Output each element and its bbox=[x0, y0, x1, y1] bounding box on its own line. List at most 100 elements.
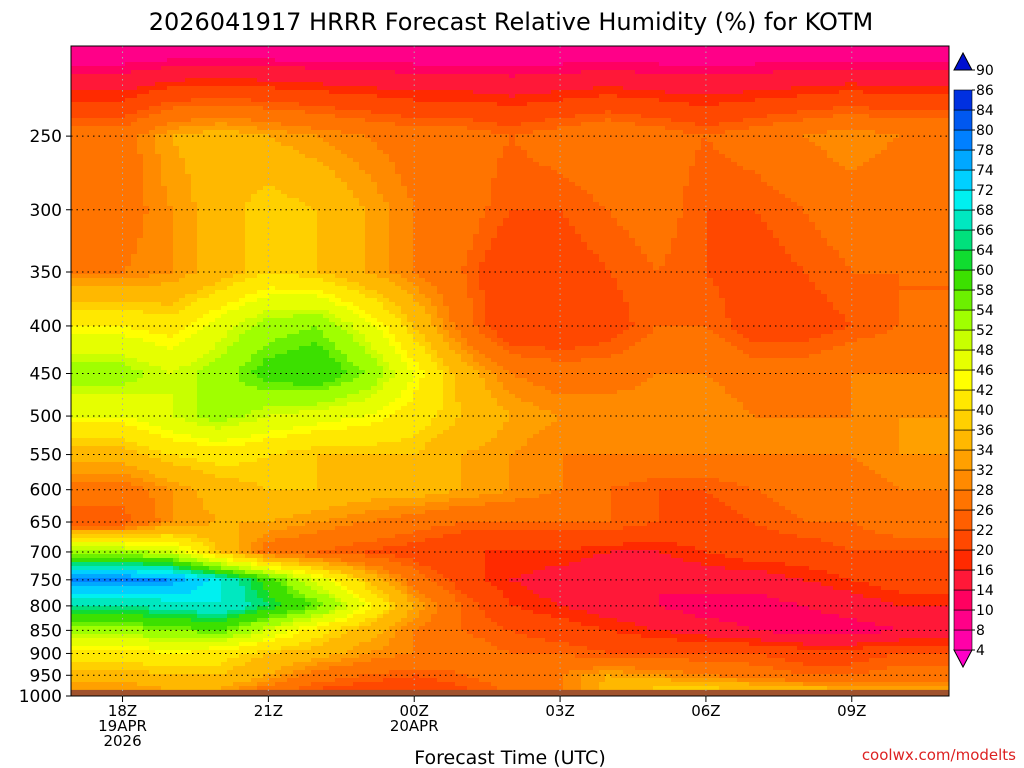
rh-cell bbox=[533, 62, 540, 67]
rh-cell bbox=[299, 178, 306, 183]
rh-cell bbox=[611, 138, 618, 143]
rh-cell bbox=[179, 154, 186, 159]
rh-cell bbox=[341, 150, 348, 155]
rh-cell bbox=[617, 166, 624, 171]
rh-cell bbox=[461, 122, 468, 127]
rh-cell bbox=[665, 98, 672, 103]
rh-cell bbox=[593, 118, 600, 123]
rh-cell bbox=[599, 58, 606, 63]
rh-cell bbox=[707, 110, 714, 115]
rh-cell bbox=[209, 122, 216, 127]
rh-cell bbox=[941, 86, 948, 91]
rh-cell bbox=[491, 70, 498, 75]
rh-cell bbox=[653, 118, 660, 123]
rh-cell bbox=[335, 90, 342, 95]
rh-cell bbox=[143, 66, 150, 71]
rh-cell bbox=[245, 102, 252, 107]
rh-cell bbox=[539, 166, 546, 171]
rh-cell bbox=[551, 62, 558, 67]
rh-cell bbox=[299, 114, 306, 119]
rh-cell bbox=[431, 162, 438, 167]
rh-cell bbox=[395, 66, 402, 71]
rh-cell bbox=[269, 174, 276, 179]
rh-cell bbox=[389, 154, 396, 159]
rh-cell bbox=[251, 110, 258, 115]
rh-cell bbox=[167, 62, 174, 67]
rh-cell bbox=[713, 94, 720, 99]
rh-cell bbox=[239, 138, 246, 143]
rh-cell bbox=[761, 150, 768, 155]
rh-cell bbox=[395, 126, 402, 131]
rh-cell bbox=[701, 98, 708, 103]
rh-cell bbox=[419, 86, 426, 91]
rh-cell bbox=[149, 122, 156, 127]
rh-cell bbox=[941, 66, 948, 71]
rh-cell bbox=[401, 98, 408, 103]
rh-cell bbox=[791, 162, 798, 167]
rh-cell bbox=[839, 174, 846, 179]
rh-cell bbox=[197, 74, 204, 79]
rh-cell bbox=[353, 86, 360, 91]
rh-cell bbox=[179, 150, 186, 155]
rh-cell bbox=[227, 82, 234, 87]
rh-cell bbox=[179, 58, 186, 63]
rh-cell bbox=[647, 46, 654, 51]
rh-cell bbox=[209, 46, 216, 51]
rh-cell bbox=[155, 118, 162, 123]
rh-cell bbox=[395, 78, 402, 83]
rh-cell bbox=[173, 94, 180, 99]
rh-cell bbox=[245, 158, 252, 163]
rh-cell bbox=[881, 82, 888, 87]
rh-cell bbox=[569, 130, 576, 135]
rh-cell bbox=[857, 166, 864, 171]
rh-cell bbox=[641, 54, 648, 59]
rh-cell bbox=[689, 86, 696, 91]
rh-cell bbox=[89, 102, 96, 107]
rh-cell bbox=[821, 54, 828, 59]
rh-cell bbox=[539, 54, 546, 59]
rh-cell bbox=[899, 98, 906, 103]
rh-cell bbox=[221, 74, 228, 79]
rh-cell bbox=[617, 58, 624, 63]
rh-cell bbox=[569, 110, 576, 115]
rh-cell bbox=[287, 58, 294, 63]
rh-cell bbox=[893, 102, 900, 107]
rh-cell bbox=[299, 146, 306, 151]
rh-cell bbox=[815, 78, 822, 83]
rh-cell bbox=[905, 90, 912, 95]
rh-cell bbox=[527, 70, 534, 75]
rh-cell bbox=[581, 138, 588, 143]
rh-cell bbox=[611, 118, 618, 123]
rh-cell bbox=[197, 154, 204, 159]
rh-cell bbox=[827, 54, 834, 59]
rh-cell bbox=[449, 162, 456, 167]
rh-cell bbox=[449, 106, 456, 111]
rh-cell bbox=[449, 174, 456, 179]
rh-cell bbox=[905, 46, 912, 51]
rh-cell bbox=[785, 146, 792, 151]
rh-cell bbox=[677, 90, 684, 95]
rh-cell bbox=[101, 54, 108, 59]
rh-cell bbox=[407, 158, 414, 163]
rh-cell bbox=[749, 82, 756, 87]
rh-cell bbox=[245, 150, 252, 155]
rh-cell bbox=[863, 138, 870, 143]
rh-cell bbox=[503, 82, 510, 87]
rh-cell bbox=[83, 162, 90, 167]
rh-cell bbox=[335, 102, 342, 107]
rh-cell bbox=[107, 46, 114, 51]
rh-cell bbox=[479, 78, 486, 83]
rh-cell bbox=[485, 98, 492, 103]
rh-cell bbox=[701, 114, 708, 119]
rh-cell bbox=[281, 122, 288, 127]
rh-cell bbox=[311, 50, 318, 55]
rh-cell bbox=[179, 142, 186, 147]
rh-cell bbox=[437, 54, 444, 59]
rh-cell bbox=[881, 74, 888, 79]
rh-cell bbox=[191, 102, 198, 107]
rh-cell bbox=[917, 94, 924, 99]
rh-cell bbox=[635, 66, 642, 71]
rh-cell bbox=[443, 162, 450, 167]
rh-cell bbox=[155, 114, 162, 119]
rh-cell bbox=[287, 98, 294, 103]
